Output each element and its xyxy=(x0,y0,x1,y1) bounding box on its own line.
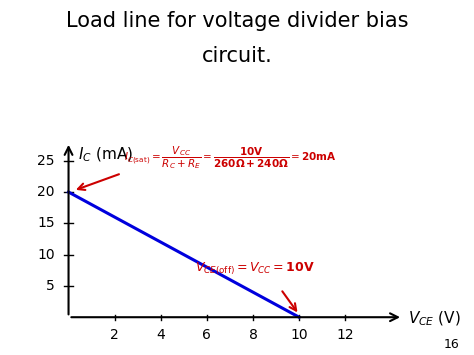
Text: $I_C$ (mA): $I_C$ (mA) xyxy=(78,145,133,164)
Text: 10: 10 xyxy=(37,248,55,262)
Text: 16: 16 xyxy=(444,338,460,351)
Text: circuit.: circuit. xyxy=(201,46,273,66)
Text: 2: 2 xyxy=(110,328,119,343)
Text: 15: 15 xyxy=(37,216,55,230)
Text: 25: 25 xyxy=(37,154,55,168)
Text: 6: 6 xyxy=(202,328,211,343)
Text: $I_{C(\mathrm{sat})} = \dfrac{V_{CC}}{R_C + R_E} = \dfrac{\mathbf{10V}}{\mathbf{: $I_{C(\mathrm{sat})} = \dfrac{V_{CC}}{R_… xyxy=(124,144,336,171)
Text: $V_{CE(\mathrm{off})} = V_{CC} = \mathbf{10V}$: $V_{CE(\mathrm{off})} = V_{CC} = \mathbf… xyxy=(195,260,315,277)
Text: 10: 10 xyxy=(290,328,308,343)
Text: $V_{CE}$ (V): $V_{CE}$ (V) xyxy=(408,310,460,328)
Text: 5: 5 xyxy=(46,279,55,293)
Text: Load line for voltage divider bias: Load line for voltage divider bias xyxy=(66,11,408,31)
Text: 8: 8 xyxy=(248,328,257,343)
Text: 4: 4 xyxy=(156,328,165,343)
Text: 12: 12 xyxy=(337,328,354,343)
Text: 20: 20 xyxy=(37,185,55,199)
